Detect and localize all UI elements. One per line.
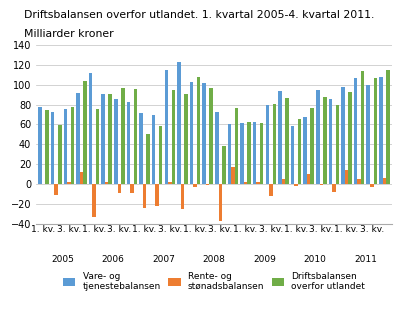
Bar — [159, 126, 162, 184]
Bar — [329, 99, 332, 184]
Bar — [379, 77, 383, 184]
Bar — [366, 84, 370, 184]
Bar — [168, 182, 172, 184]
Bar — [341, 87, 345, 184]
Bar — [228, 124, 231, 184]
Bar — [83, 81, 87, 184]
Bar — [383, 178, 386, 184]
Bar — [76, 92, 80, 184]
Bar — [386, 70, 390, 184]
Bar — [266, 105, 269, 184]
Text: 2005: 2005 — [51, 254, 74, 264]
Bar — [361, 71, 364, 184]
Bar — [345, 170, 348, 184]
Bar — [177, 62, 181, 184]
Bar — [285, 98, 289, 184]
Bar — [146, 134, 150, 184]
Bar — [121, 88, 125, 184]
Bar — [354, 78, 358, 184]
Text: Driftsbalansen overfor utlandet. 1. kvartal 2005-4. kvartal 2011.: Driftsbalansen overfor utlandet. 1. kvar… — [24, 10, 374, 20]
Bar — [172, 90, 175, 184]
Bar — [54, 184, 58, 195]
Bar — [164, 70, 168, 184]
Bar — [130, 184, 134, 193]
Bar — [156, 184, 159, 206]
Bar — [358, 179, 361, 184]
Bar — [152, 116, 156, 184]
Bar — [323, 97, 327, 184]
Bar — [114, 99, 118, 184]
Bar — [370, 184, 374, 187]
Bar — [96, 108, 99, 184]
Text: 2006: 2006 — [102, 254, 124, 264]
Bar — [231, 167, 235, 184]
Bar — [336, 105, 339, 184]
Bar — [294, 184, 298, 186]
Bar — [260, 124, 264, 184]
Bar — [105, 182, 108, 184]
Bar — [222, 146, 226, 184]
Bar — [143, 184, 146, 208]
Bar — [240, 124, 244, 184]
Bar — [101, 93, 105, 184]
Bar — [253, 123, 256, 184]
Text: 2010: 2010 — [304, 254, 326, 264]
Text: 2007: 2007 — [152, 254, 175, 264]
Bar — [45, 109, 49, 184]
Bar — [218, 184, 222, 221]
Bar — [202, 83, 206, 184]
Bar — [247, 123, 251, 184]
Text: 2011: 2011 — [354, 254, 377, 264]
Bar — [58, 125, 62, 184]
Bar — [108, 93, 112, 184]
Bar — [67, 182, 70, 184]
Bar — [184, 93, 188, 184]
Bar — [310, 108, 314, 184]
Bar — [92, 184, 96, 217]
Bar — [316, 90, 320, 184]
Bar — [210, 88, 213, 184]
Bar — [70, 107, 74, 184]
Bar — [244, 182, 247, 184]
Bar — [181, 184, 184, 209]
Bar — [303, 117, 307, 184]
Bar — [235, 108, 238, 184]
Bar — [80, 172, 83, 184]
Bar — [64, 108, 67, 184]
Bar — [51, 111, 54, 184]
Text: 2009: 2009 — [253, 254, 276, 264]
Bar — [332, 184, 336, 192]
Bar — [139, 114, 143, 184]
Text: 2008: 2008 — [202, 254, 226, 264]
Bar — [38, 107, 42, 184]
Bar — [206, 184, 210, 185]
Bar — [298, 119, 301, 184]
Bar — [374, 78, 377, 184]
Bar — [320, 184, 323, 185]
Bar — [272, 104, 276, 184]
Bar — [282, 179, 285, 184]
Bar — [291, 126, 294, 184]
Bar — [190, 82, 193, 184]
Bar — [89, 73, 92, 184]
Bar — [197, 77, 200, 184]
Bar — [193, 184, 197, 187]
Bar — [127, 101, 130, 184]
Bar — [278, 91, 282, 184]
Bar — [215, 113, 218, 184]
Bar — [307, 174, 310, 184]
Bar — [269, 184, 272, 196]
Bar — [256, 182, 260, 184]
Bar — [118, 184, 121, 193]
Text: Milliarder kroner: Milliarder kroner — [24, 29, 114, 39]
Bar — [134, 89, 137, 184]
Bar — [348, 92, 352, 184]
Legend: Vare- og
tjenestebalansen, Rente- og
stønadsbalansen, Driftsbalansen
overfor utl: Vare- og tjenestebalansen, Rente- og stø… — [59, 268, 369, 295]
